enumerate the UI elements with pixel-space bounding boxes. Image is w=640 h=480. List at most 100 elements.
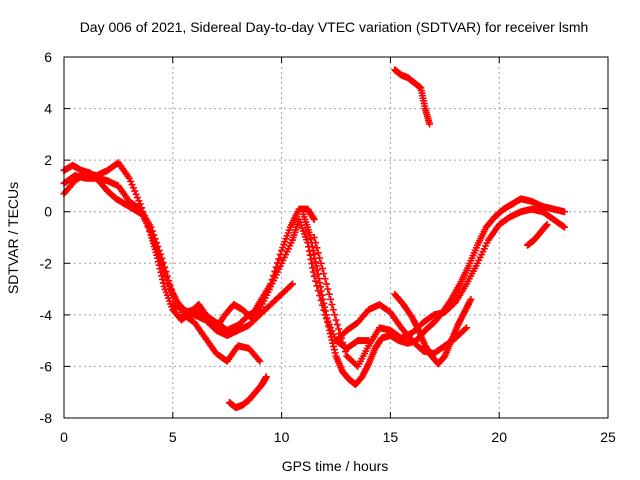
data-point bbox=[310, 272, 318, 280]
data-point bbox=[275, 255, 283, 263]
data-point bbox=[560, 223, 568, 231]
data-point bbox=[331, 311, 339, 319]
data-point bbox=[151, 235, 159, 243]
data-point bbox=[325, 290, 333, 298]
data-point bbox=[312, 239, 320, 247]
data-point bbox=[307, 255, 315, 263]
data-point bbox=[461, 325, 469, 333]
data-point bbox=[313, 266, 321, 274]
series-track-4 bbox=[169, 280, 296, 339]
data-point bbox=[162, 268, 170, 276]
data-point bbox=[325, 326, 333, 334]
x-tick-label: 15 bbox=[383, 429, 399, 445]
data-point bbox=[323, 315, 331, 323]
data-point bbox=[262, 373, 270, 381]
data-point bbox=[328, 301, 336, 309]
data-point bbox=[167, 286, 175, 294]
data-point bbox=[320, 270, 328, 278]
data-point bbox=[155, 246, 163, 254]
series-track-9 bbox=[391, 290, 475, 368]
data-point bbox=[321, 275, 329, 283]
series-track-11 bbox=[523, 221, 551, 249]
data-point bbox=[325, 322, 333, 330]
x-tick-label: 10 bbox=[274, 429, 290, 445]
data-point bbox=[335, 325, 343, 333]
data-point bbox=[132, 190, 140, 198]
data-point bbox=[166, 281, 174, 289]
data-point bbox=[312, 258, 320, 266]
data-point bbox=[331, 349, 339, 357]
x-tick-label: 20 bbox=[491, 429, 507, 445]
data-point bbox=[560, 208, 568, 216]
data-point bbox=[165, 277, 173, 285]
data-point bbox=[150, 231, 158, 239]
data-point bbox=[332, 316, 340, 324]
data-point bbox=[319, 295, 327, 303]
tick-labels: 0 5 10 15 20 25 -8 -6 -4 -2 0 2 4 6 bbox=[40, 49, 616, 445]
data-point bbox=[543, 221, 551, 229]
y-tick-label: 4 bbox=[44, 101, 52, 117]
data-point bbox=[131, 187, 139, 195]
data-point bbox=[317, 287, 325, 295]
data-point bbox=[308, 260, 316, 268]
data-point bbox=[333, 321, 341, 329]
data-point bbox=[125, 174, 133, 182]
data-point bbox=[317, 259, 325, 267]
data-point bbox=[324, 319, 332, 327]
data-point bbox=[133, 194, 141, 202]
series-track-3 bbox=[60, 172, 264, 365]
data-point bbox=[148, 227, 156, 235]
data-point bbox=[310, 215, 318, 223]
data-points bbox=[60, 66, 568, 412]
y-tick-label: -8 bbox=[40, 410, 53, 426]
data-point bbox=[426, 120, 434, 128]
data-point bbox=[158, 254, 166, 262]
x-tick-label: 25 bbox=[600, 429, 616, 445]
data-point bbox=[309, 264, 317, 272]
data-point bbox=[161, 263, 169, 271]
data-point bbox=[330, 346, 338, 354]
data-point bbox=[127, 177, 135, 185]
x-tick-label: 5 bbox=[169, 429, 177, 445]
data-point bbox=[315, 274, 323, 282]
data-point bbox=[327, 295, 335, 303]
data-point bbox=[342, 348, 350, 356]
data-point bbox=[129, 184, 137, 192]
x-tick-label: 0 bbox=[60, 429, 68, 445]
data-point bbox=[316, 283, 324, 291]
y-axis-label: SDTVAR / TECUs bbox=[5, 182, 21, 294]
chart-title: Day 006 of 2021, Sidereal Day-to-day VTE… bbox=[80, 19, 589, 35]
data-point bbox=[152, 239, 160, 247]
data-point bbox=[154, 243, 162, 251]
data-point bbox=[309, 246, 317, 254]
y-tick-label: 6 bbox=[44, 49, 52, 65]
data-point bbox=[314, 249, 322, 257]
data-point bbox=[324, 285, 332, 293]
data-point bbox=[159, 279, 167, 287]
data-point bbox=[312, 262, 320, 270]
data-point bbox=[340, 343, 348, 351]
data-point bbox=[463, 324, 471, 332]
data-point bbox=[316, 254, 324, 262]
data-point bbox=[159, 259, 167, 267]
data-point bbox=[310, 250, 318, 258]
series-track-10 bbox=[391, 66, 434, 128]
data-point bbox=[326, 330, 334, 338]
data-point bbox=[163, 272, 171, 280]
data-point bbox=[322, 311, 330, 319]
series-track-5 bbox=[225, 373, 270, 412]
data-point bbox=[306, 231, 314, 239]
data-point bbox=[147, 223, 155, 231]
data-point bbox=[320, 299, 328, 307]
data-point bbox=[135, 197, 143, 205]
y-tick-label: -4 bbox=[40, 307, 53, 323]
data-point bbox=[339, 339, 347, 347]
data-point bbox=[309, 214, 317, 222]
y-tick-label: -2 bbox=[40, 255, 53, 271]
data-point bbox=[306, 251, 314, 259]
y-tick-label: 0 bbox=[44, 204, 52, 220]
data-point bbox=[313, 244, 321, 252]
series-track-6 bbox=[299, 195, 568, 388]
series-track-7 bbox=[310, 205, 568, 370]
data-point bbox=[309, 268, 317, 276]
